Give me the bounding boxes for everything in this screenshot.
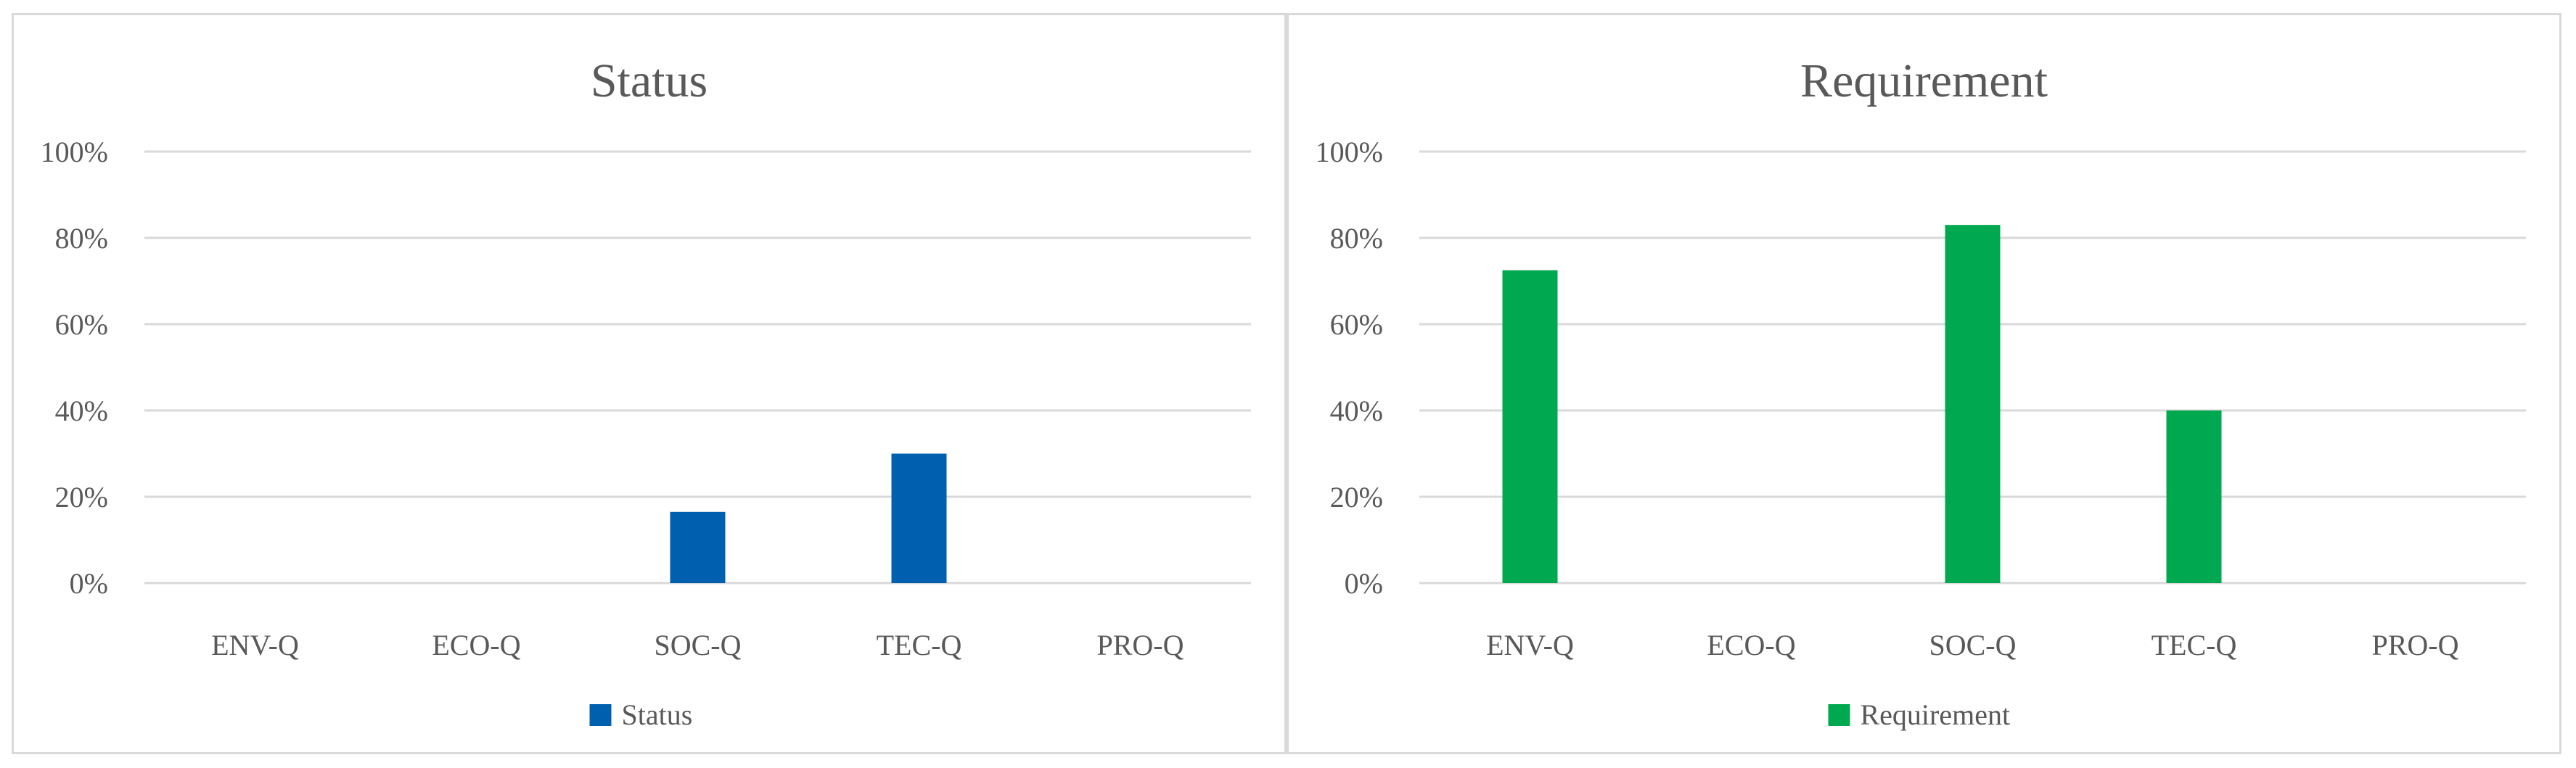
x-tick-label: ECO-Q	[432, 629, 520, 661]
y-tick-label: 0%	[1345, 567, 1383, 600]
y-tick-label: 100%	[1316, 136, 1383, 168]
y-tick-label: 80%	[55, 222, 108, 255]
x-tick-label: ENV-Q	[1486, 629, 1574, 661]
x-tick-label: PRO-Q	[1096, 629, 1184, 661]
legend-label: Status	[622, 698, 693, 731]
x-tick-label: ECO-Q	[1707, 629, 1795, 661]
status-chart-panel: Status 0% 20% 40% 60% 80% 100% ENV-Q ECO-Q SOC-Q T…	[12, 13, 1287, 754]
status-chart-svg: Status 0% 20% 40% 60% 80% 100% ENV-Q ECO-Q SOC-Q T…	[41, 54, 1251, 731]
y-tick-label: 100%	[41, 136, 108, 168]
x-tick-label: SOC-Q	[1929, 629, 2016, 661]
requirement-chart-svg: Requirement 0% 20% 40% 60% 80% 100% ENV-Q ECO-Q S…	[1316, 54, 2526, 731]
requirement-chart-panel: Requirement 0% 20% 40% 60% 80% 100% ENV-Q ECO-Q S…	[1287, 13, 2561, 754]
x-tick-label: TEC-Q	[877, 629, 962, 661]
bar-soc-q	[1945, 225, 2001, 583]
chart-title: Requirement	[1800, 54, 2048, 107]
legend-label: Requirement	[1861, 698, 2011, 731]
y-tick-label: 40%	[55, 395, 108, 427]
x-tick-label: TEC-Q	[2152, 629, 2237, 661]
x-tick-label: ENV-Q	[211, 629, 299, 661]
y-tick-label: 20%	[1330, 481, 1383, 513]
bar-tec-q	[891, 453, 947, 583]
y-tick-label: 40%	[1330, 395, 1383, 427]
chart-title: Status	[591, 54, 707, 107]
bar-env-q	[1502, 270, 1558, 583]
y-tick-label: 20%	[55, 481, 108, 513]
y-tick-label: 60%	[55, 308, 108, 341]
bar-tec-q	[2166, 410, 2222, 583]
legend-swatch	[1828, 704, 1850, 726]
y-tick-label: 60%	[1330, 308, 1383, 341]
bar-soc-q	[670, 511, 726, 583]
x-tick-label: PRO-Q	[2371, 629, 2458, 661]
x-tick-label: SOC-Q	[654, 629, 741, 661]
legend-swatch	[589, 704, 612, 726]
y-tick-label: 80%	[1330, 222, 1383, 255]
y-tick-label: 0%	[70, 567, 108, 600]
